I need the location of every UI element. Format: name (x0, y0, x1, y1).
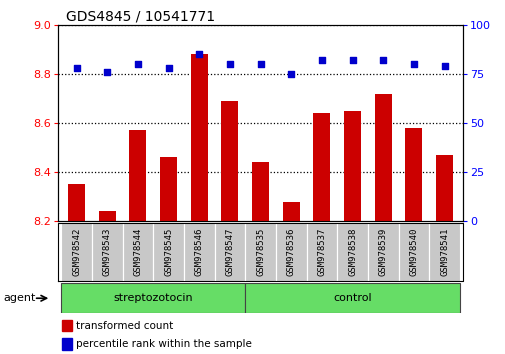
Text: GSM978539: GSM978539 (378, 228, 387, 276)
Bar (275, 223, 306, 281)
Point (72, 65, 80, 71)
Text: percentile rank within the sample: percentile rank within the sample (76, 339, 252, 349)
Bar (61, 223, 92, 281)
Bar (122, 223, 153, 281)
Point (348, 57, 356, 63)
Bar (61, 283, 245, 313)
Text: GSM978535: GSM978535 (256, 228, 265, 276)
Text: GSM978536: GSM978536 (286, 228, 295, 276)
Point (195, 51, 203, 57)
Bar (68, 184, 85, 221)
Point (256, 61, 264, 67)
Bar (435, 155, 452, 221)
Bar (92, 223, 122, 281)
Bar (160, 158, 177, 221)
Bar (153, 223, 183, 281)
Point (225, 61, 233, 67)
Bar (245, 223, 275, 281)
Bar (62, 338, 72, 350)
Bar (428, 223, 459, 281)
Bar (245, 283, 459, 313)
Text: GSM978540: GSM978540 (409, 228, 418, 276)
Bar (190, 54, 207, 221)
Text: GSM978541: GSM978541 (439, 228, 448, 276)
Bar (367, 223, 398, 281)
Point (409, 61, 417, 67)
Text: GSM978538: GSM978538 (347, 228, 357, 276)
Point (317, 57, 325, 63)
Bar (398, 223, 428, 281)
Text: GSM978543: GSM978543 (103, 228, 112, 276)
Bar (98, 211, 116, 221)
Point (378, 57, 386, 63)
Text: agent: agent (3, 293, 35, 303)
Bar (214, 223, 245, 281)
Bar (313, 113, 330, 221)
Text: GSM978537: GSM978537 (317, 228, 326, 276)
Point (287, 71, 295, 77)
Text: GSM978546: GSM978546 (194, 228, 204, 276)
Bar (405, 128, 422, 221)
Point (103, 69, 111, 75)
Bar (129, 130, 146, 221)
Text: GSM978545: GSM978545 (164, 228, 173, 276)
Point (134, 61, 142, 67)
Text: GDS4845 / 10541771: GDS4845 / 10541771 (66, 10, 215, 24)
Text: GSM978542: GSM978542 (72, 228, 81, 276)
Bar (374, 93, 391, 221)
Text: GSM978547: GSM978547 (225, 228, 234, 276)
Text: streptozotocin: streptozotocin (113, 293, 193, 303)
Bar (343, 111, 360, 221)
Bar (337, 223, 367, 281)
Bar (183, 223, 214, 281)
Bar (251, 162, 269, 221)
Point (164, 65, 172, 71)
Text: transformed count: transformed count (76, 321, 173, 331)
Text: GSM978544: GSM978544 (133, 228, 142, 276)
Bar (306, 223, 337, 281)
Text: control: control (333, 293, 371, 303)
Bar (221, 101, 238, 221)
Point (440, 63, 448, 69)
Bar (282, 202, 299, 221)
Bar (62, 320, 72, 331)
